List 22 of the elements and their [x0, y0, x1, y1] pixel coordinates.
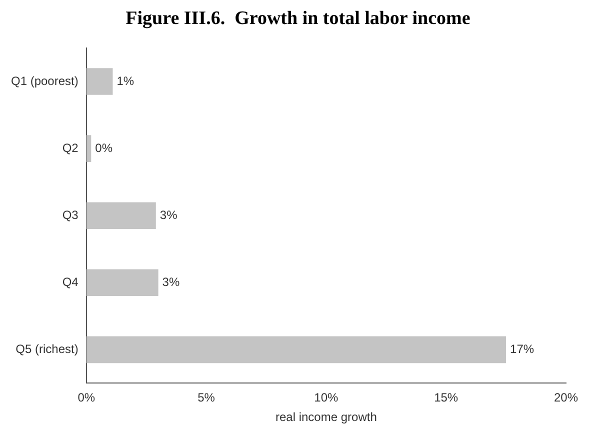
y-tick-label: Q1 (poorest) [11, 74, 78, 88]
x-tick-label: 20% [554, 390, 578, 405]
bar [86, 202, 156, 230]
data-label: 1% [116, 74, 134, 88]
bar [86, 135, 92, 162]
data-label: 17% [510, 342, 534, 356]
bar [86, 68, 113, 95]
x-tick-label: 5% [198, 390, 216, 405]
x-tick-label: 10% [314, 390, 339, 405]
x-tick-label: 15% [434, 390, 458, 405]
data-label: 3% [162, 274, 180, 289]
x-tick-label: 0% [78, 390, 96, 405]
bar [86, 336, 506, 364]
y-tick-label: Q2 [62, 140, 79, 155]
bar [86, 269, 158, 296]
y-tick-label: Q3 [62, 208, 79, 222]
chart-title: Figure III.6. Growth in total labor income [124, 8, 472, 30]
x-axis-title: real income growth [275, 410, 377, 424]
data-label: 3% [160, 208, 178, 222]
y-tick-label: Q4 [62, 274, 79, 289]
y-tick-label: Q5 (richest) [16, 342, 78, 356]
data-label: 0% [95, 140, 113, 155]
